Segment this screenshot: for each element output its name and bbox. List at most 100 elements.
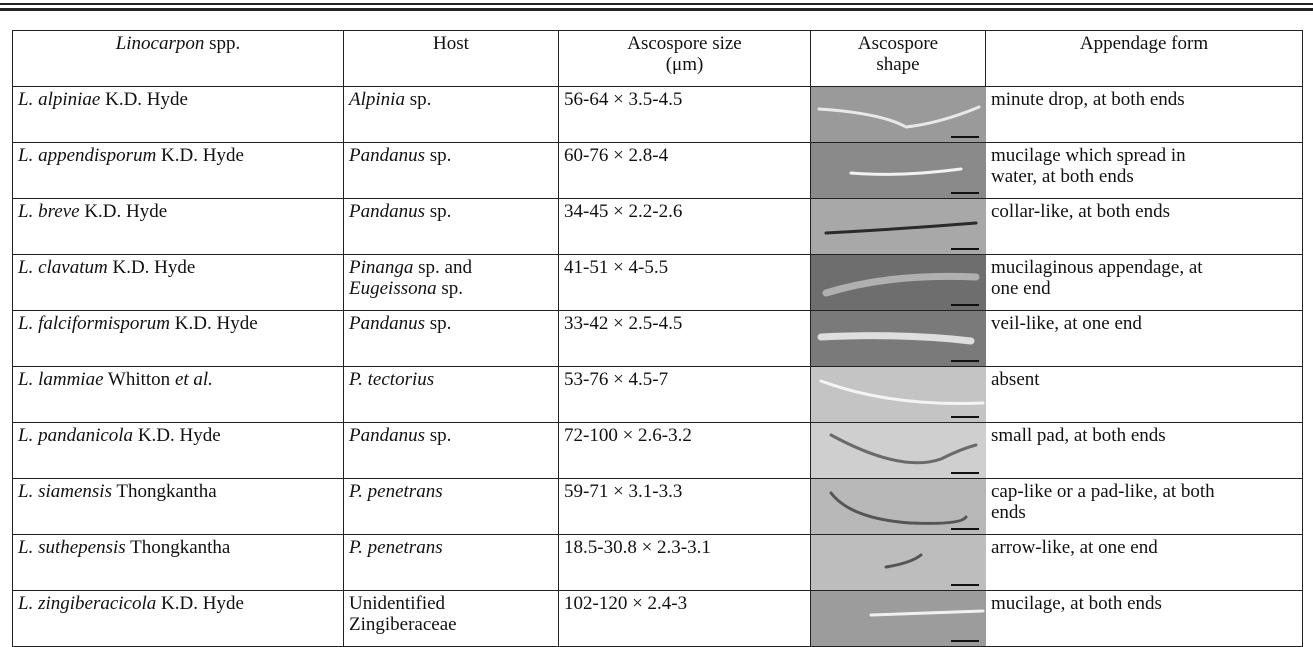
text-line: 60-76 × 2.8-4 — [564, 145, 805, 166]
table-cell: 33-42 × 2.5-4.5 — [559, 311, 811, 367]
text-line: Zingiberaceae — [349, 614, 553, 635]
text-line: veil-like, at one end — [991, 313, 1297, 334]
text-run: cap-like or a pad-like, at both — [991, 481, 1215, 502]
header-cell: Appendage form — [986, 31, 1303, 87]
text-run: sp. — [437, 278, 463, 299]
text-line: ends — [991, 502, 1297, 523]
text-run: L. falciformisporum — [18, 313, 170, 334]
text-run: L. pandanicola — [18, 425, 133, 446]
table-row: L. zingiberacicola K.D. Hyde Unidentified… — [13, 591, 1303, 647]
text-run: sp. — [425, 145, 451, 166]
table-row: L. pandanicola K.D. HydePandanus sp. 72-1… — [13, 423, 1303, 479]
photo-cell — [811, 423, 986, 479]
table-row: L. suthepensis Thongkantha P. penetrans 18… — [13, 535, 1303, 591]
text-run: Pandanus — [349, 313, 425, 334]
text-line: 41-51 × 4-5.5 — [564, 257, 805, 278]
table-cell: mucilaginous appendage, atone end — [986, 255, 1303, 311]
text-line: L. siamensis Thongkantha — [18, 481, 338, 502]
text-run: spp. — [204, 33, 240, 54]
text-run: sp. and — [413, 257, 472, 278]
table-cell: L. lammiae Whitton et al. — [13, 367, 344, 423]
text-line: L. lammiae Whitton et al. — [18, 369, 338, 390]
text-run: Unidentified — [349, 593, 445, 614]
top-rule — [0, 8, 1313, 11]
table-cell: P. penetrans — [344, 535, 559, 591]
ascospore-photo — [811, 535, 986, 590]
text-line: Host — [349, 33, 553, 54]
photo-cell — [811, 143, 986, 199]
table-cell: L. suthepensis Thongkantha — [13, 535, 344, 591]
text-run: absent — [991, 369, 1040, 390]
header-cell: Linocarpon spp. — [13, 31, 344, 87]
text-run: K.D. Hyde — [108, 257, 196, 278]
text-run: Pandanus — [349, 201, 425, 222]
text-run: (μm) — [666, 54, 704, 75]
text-run: shape — [876, 54, 919, 75]
text-run: Alpinia — [349, 89, 405, 110]
text-run: K.D. Hyde — [100, 89, 188, 110]
text-line: 56-64 × 3.5-4.5 — [564, 89, 805, 110]
text-line: mucilaginous appendage, at — [991, 257, 1297, 278]
text-line: L. zingiberacicola K.D. Hyde — [18, 593, 338, 614]
text-run: mucilage, at both ends — [991, 593, 1162, 614]
text-line: L. breve K.D. Hyde — [18, 201, 338, 222]
text-line: one end — [991, 278, 1297, 299]
text-line: shape — [816, 54, 980, 75]
text-run: K.D. Hyde — [156, 145, 244, 166]
text-run: Pinanga — [349, 257, 413, 278]
text-run: P. penetrans — [349, 537, 443, 558]
text-line: Alpinia sp. — [349, 89, 553, 110]
text-line: L. appendisporum K.D. Hyde — [18, 145, 338, 166]
table-cell: veil-like, at one end — [986, 311, 1303, 367]
table-row: L. alpiniae K.D. Hyde Alpinia sp. 56-64 × … — [13, 87, 1303, 143]
photo-background — [811, 367, 986, 422]
table-cell: Pinanga sp. andEugeissona sp. — [344, 255, 559, 311]
table-cell: L. clavatum K.D. Hyde — [13, 255, 344, 311]
text-run: Eugeissona — [349, 278, 437, 299]
text-line: 34-45 × 2.2-2.6 — [564, 201, 805, 222]
table-cell: arrow-like, at one end — [986, 535, 1303, 591]
table-cell: Pandanus sp. — [344, 311, 559, 367]
table-cell: Pandanus sp. — [344, 423, 559, 479]
text-run: mucilage which spread in — [991, 145, 1186, 166]
text-run: 60-76 × 2.8-4 — [564, 145, 668, 166]
text-run: Linocarpon — [116, 33, 205, 54]
table-cell: P. penetrans — [344, 479, 559, 535]
photo-cell — [811, 535, 986, 591]
text-run: Thongkantha — [112, 481, 217, 502]
table-cell: L. falciformisporum K.D. Hyde — [13, 311, 344, 367]
text-line: minute drop, at both ends — [991, 89, 1297, 110]
text-line: collar-like, at both ends — [991, 201, 1297, 222]
text-line: Pandanus sp. — [349, 201, 553, 222]
text-run: L. alpiniae — [18, 89, 100, 110]
text-run: 53-76 × 4.5-7 — [564, 369, 668, 390]
text-run: L. lammiae — [18, 369, 104, 390]
text-run: minute drop, at both ends — [991, 89, 1185, 110]
table-body: L. alpiniae K.D. Hyde Alpinia sp. 56-64 × … — [13, 87, 1303, 647]
table-cell: cap-like or a pad-like, at bothends — [986, 479, 1303, 535]
table-row: L. appendisporum K.D. Hyde Pandanus sp.60… — [13, 143, 1303, 199]
text-line: L. suthepensis Thongkantha — [18, 537, 338, 558]
text-run: 72-100 × 2.6-3.2 — [564, 425, 692, 446]
table-cell: Pandanus sp. — [344, 143, 559, 199]
ascospore-photo — [811, 143, 986, 198]
text-run: Zingiberaceae — [349, 614, 457, 635]
text-run: 33-42 × 2.5-4.5 — [564, 313, 682, 334]
text-run: L. appendisporum — [18, 145, 156, 166]
table-cell: 18.5-30.8 × 2.3-3.1 — [559, 535, 811, 591]
photo-background — [811, 255, 986, 310]
text-line: Pandanus sp. — [349, 425, 553, 446]
photo-background — [811, 591, 986, 646]
text-line: absent — [991, 369, 1297, 390]
table-cell: Alpinia sp. — [344, 87, 559, 143]
text-line: 33-42 × 2.5-4.5 — [564, 313, 805, 334]
text-run: Host — [433, 33, 469, 54]
photo-cell — [811, 255, 986, 311]
photo-cell — [811, 311, 986, 367]
table-cell: 41-51 × 4-5.5 — [559, 255, 811, 311]
table-cell: L. pandanicola K.D. Hyde — [13, 423, 344, 479]
text-run: small pad, at both ends — [991, 425, 1166, 446]
page: Linocarpon spp.HostAscospore size(μm)Asc… — [0, 0, 1313, 642]
